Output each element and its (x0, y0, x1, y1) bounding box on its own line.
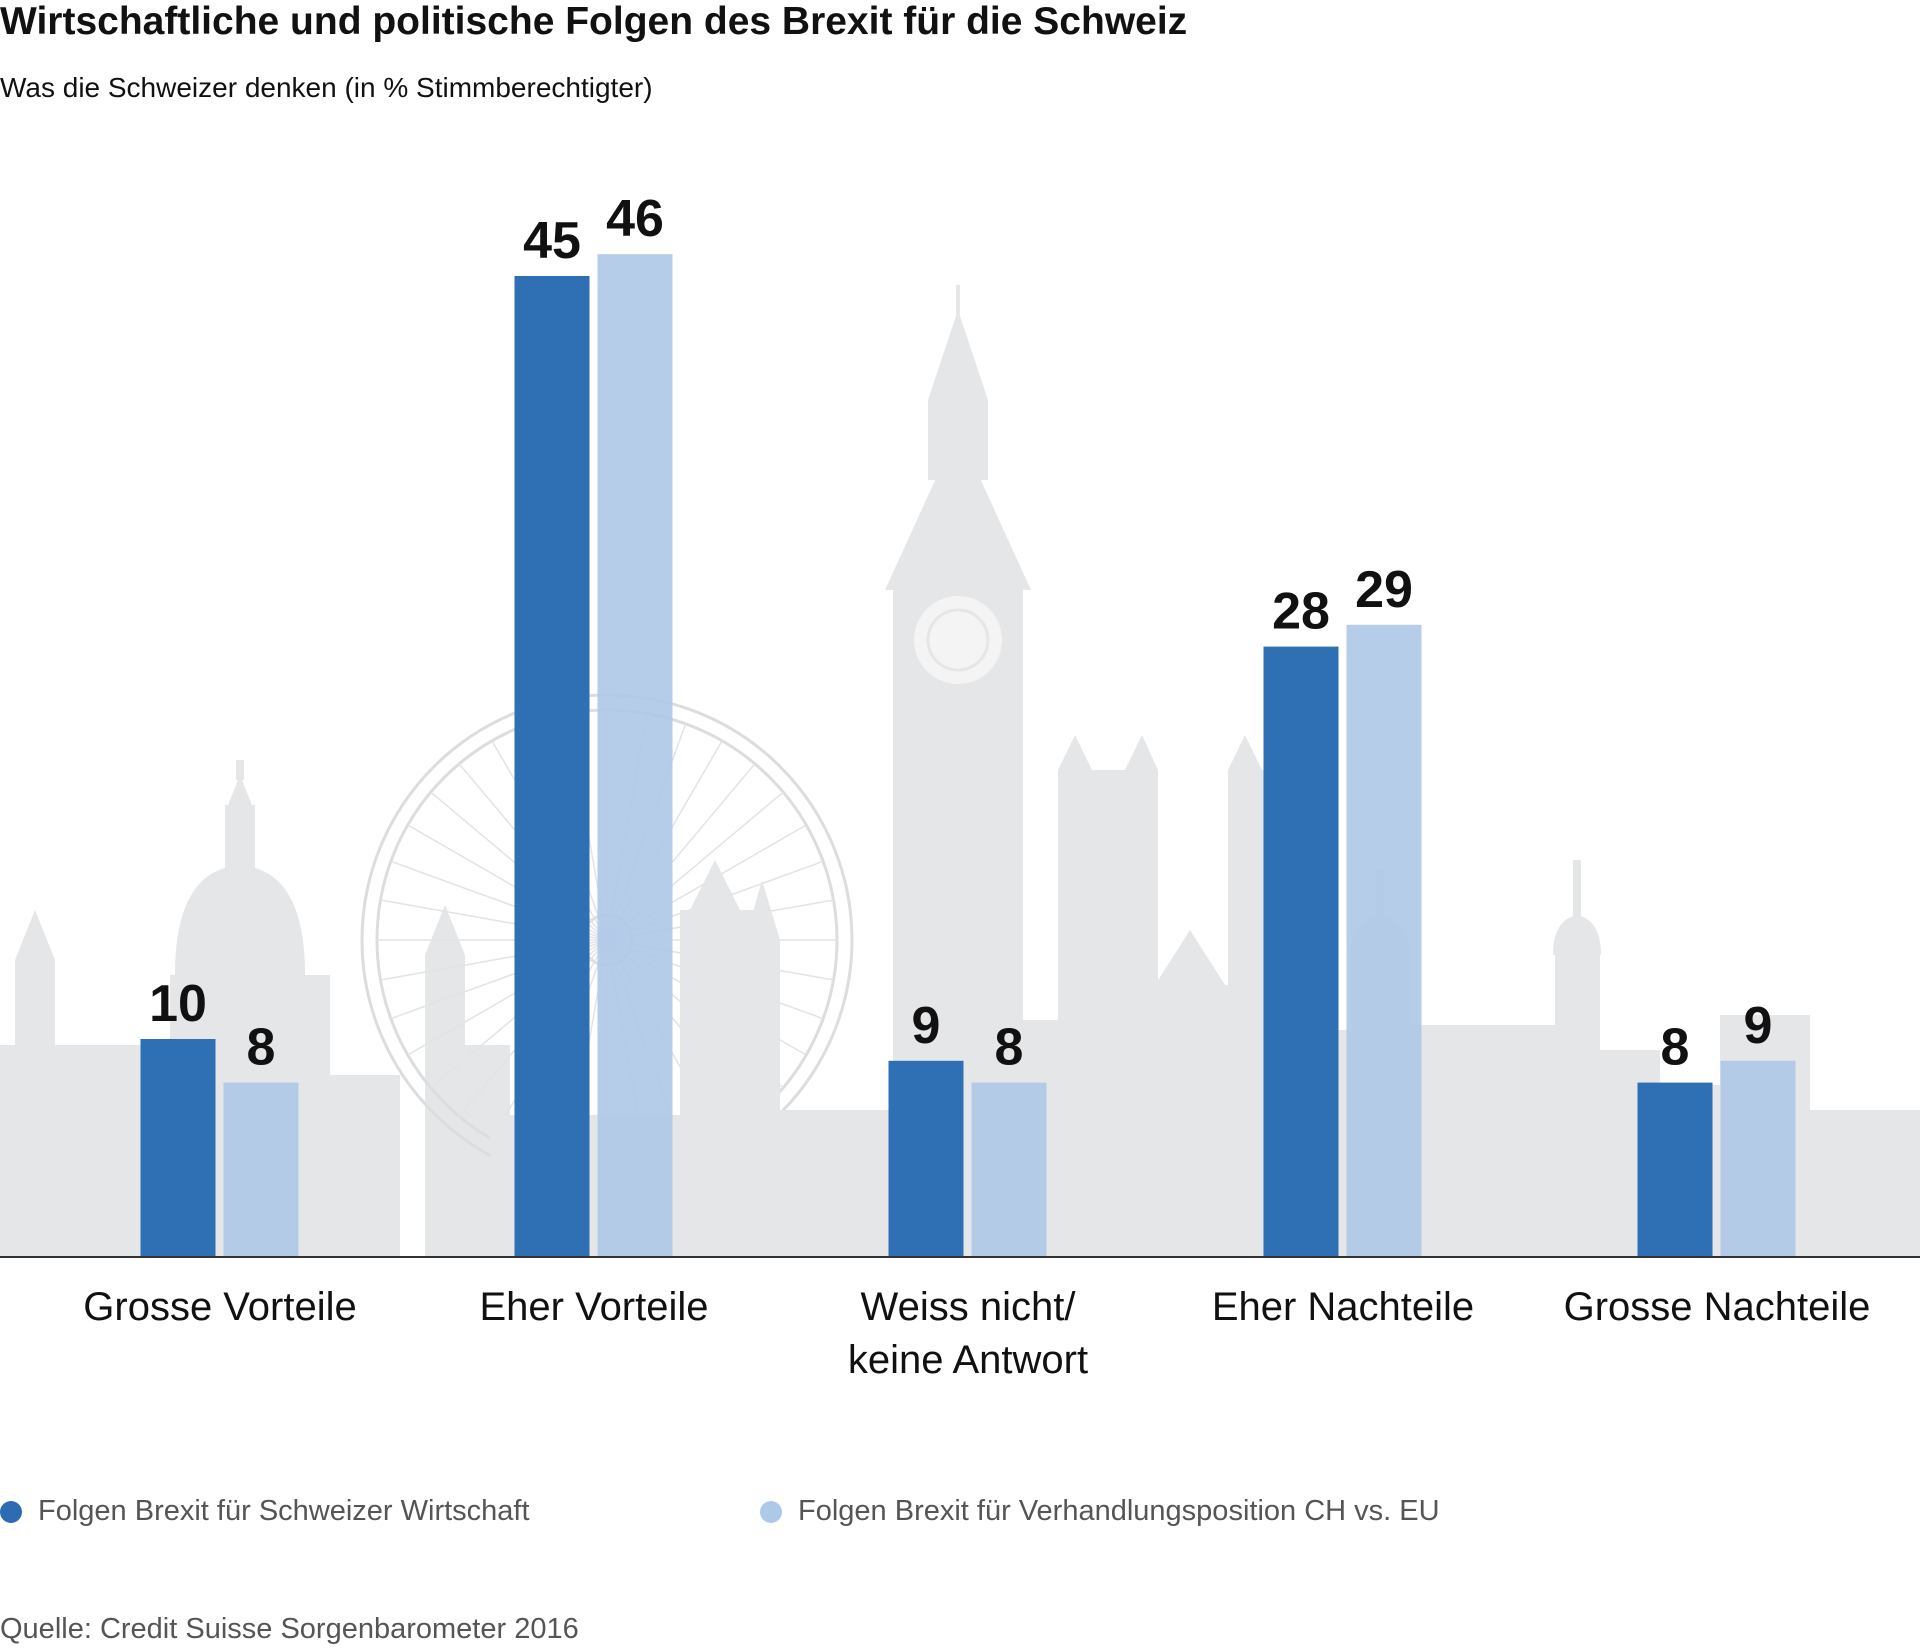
value-label-series-2-5: 9 (1744, 997, 1773, 1055)
category-label-2: Eher Vorteile (479, 1285, 708, 1329)
bar-series-1-4 (1263, 646, 1339, 1257)
bar-series-2-4 (1346, 624, 1422, 1257)
legend-label-series-1: Folgen Brexit für Schweizer Wirtschaft (38, 1495, 530, 1527)
chart-title: Wirtschaftliche und politische Folgen de… (0, 0, 1188, 43)
category-label-1: Grosse Vorteile (83, 1285, 356, 1329)
legend-label-series-2: Folgen Brexit für Verhandlungsposition C… (798, 1495, 1440, 1527)
category-label-5: Grosse Nachteile (1564, 1285, 1871, 1329)
value-label-series-1-1: 10 (149, 975, 207, 1033)
legend-swatch-series-1 (0, 1500, 22, 1523)
value-label-series-1-3: 9 (912, 997, 941, 1055)
source-note: Quelle: Credit Suisse Sorgenbarometer 20… (0, 1613, 579, 1645)
value-label-series-1-5: 8 (1661, 1019, 1690, 1077)
bar-series-2-5 (1720, 1060, 1796, 1257)
value-label-series-2-2: 46 (606, 190, 664, 248)
bars-group (140, 254, 1796, 1257)
chart-subtitle: Was die Schweizer denken (in % Stimmbere… (0, 72, 653, 103)
value-labels-group: 10 45 9 28 8 8 46 8 29 9 (149, 190, 1772, 1076)
category-label-3: Weiss nicht/ (861, 1285, 1077, 1329)
bar-series-2-3 (971, 1082, 1047, 1257)
bar-series-2-2 (597, 254, 673, 1257)
category-label-3: keine Antwort (848, 1338, 1088, 1382)
bar-series-1-5 (1637, 1082, 1713, 1257)
value-label-series-1-4: 28 (1272, 583, 1330, 641)
bar-series-1-1 (140, 1039, 216, 1257)
bar-series-1-2 (514, 276, 590, 1257)
bar-series-1-3 (888, 1060, 964, 1257)
category-label-4: Eher Nachteile (1212, 1285, 1474, 1329)
legend-item-series-2: Folgen Brexit für Verhandlungsposition C… (760, 1495, 1440, 1528)
bar-series-2-1 (223, 1082, 299, 1257)
value-label-series-2-1: 8 (247, 1019, 276, 1077)
legend-item-series-1: Folgen Brexit für Schweizer Wirtschaft (0, 1495, 530, 1528)
value-label-series-2-3: 8 (995, 1019, 1024, 1077)
category-labels-group: Grosse Vorteile Eher Vorteile Weiss nicht/… (83, 1285, 1870, 1382)
value-label-series-1-2: 45 (523, 212, 581, 270)
legend-swatch-series-2 (760, 1500, 782, 1523)
value-label-series-2-4: 29 (1355, 561, 1413, 619)
